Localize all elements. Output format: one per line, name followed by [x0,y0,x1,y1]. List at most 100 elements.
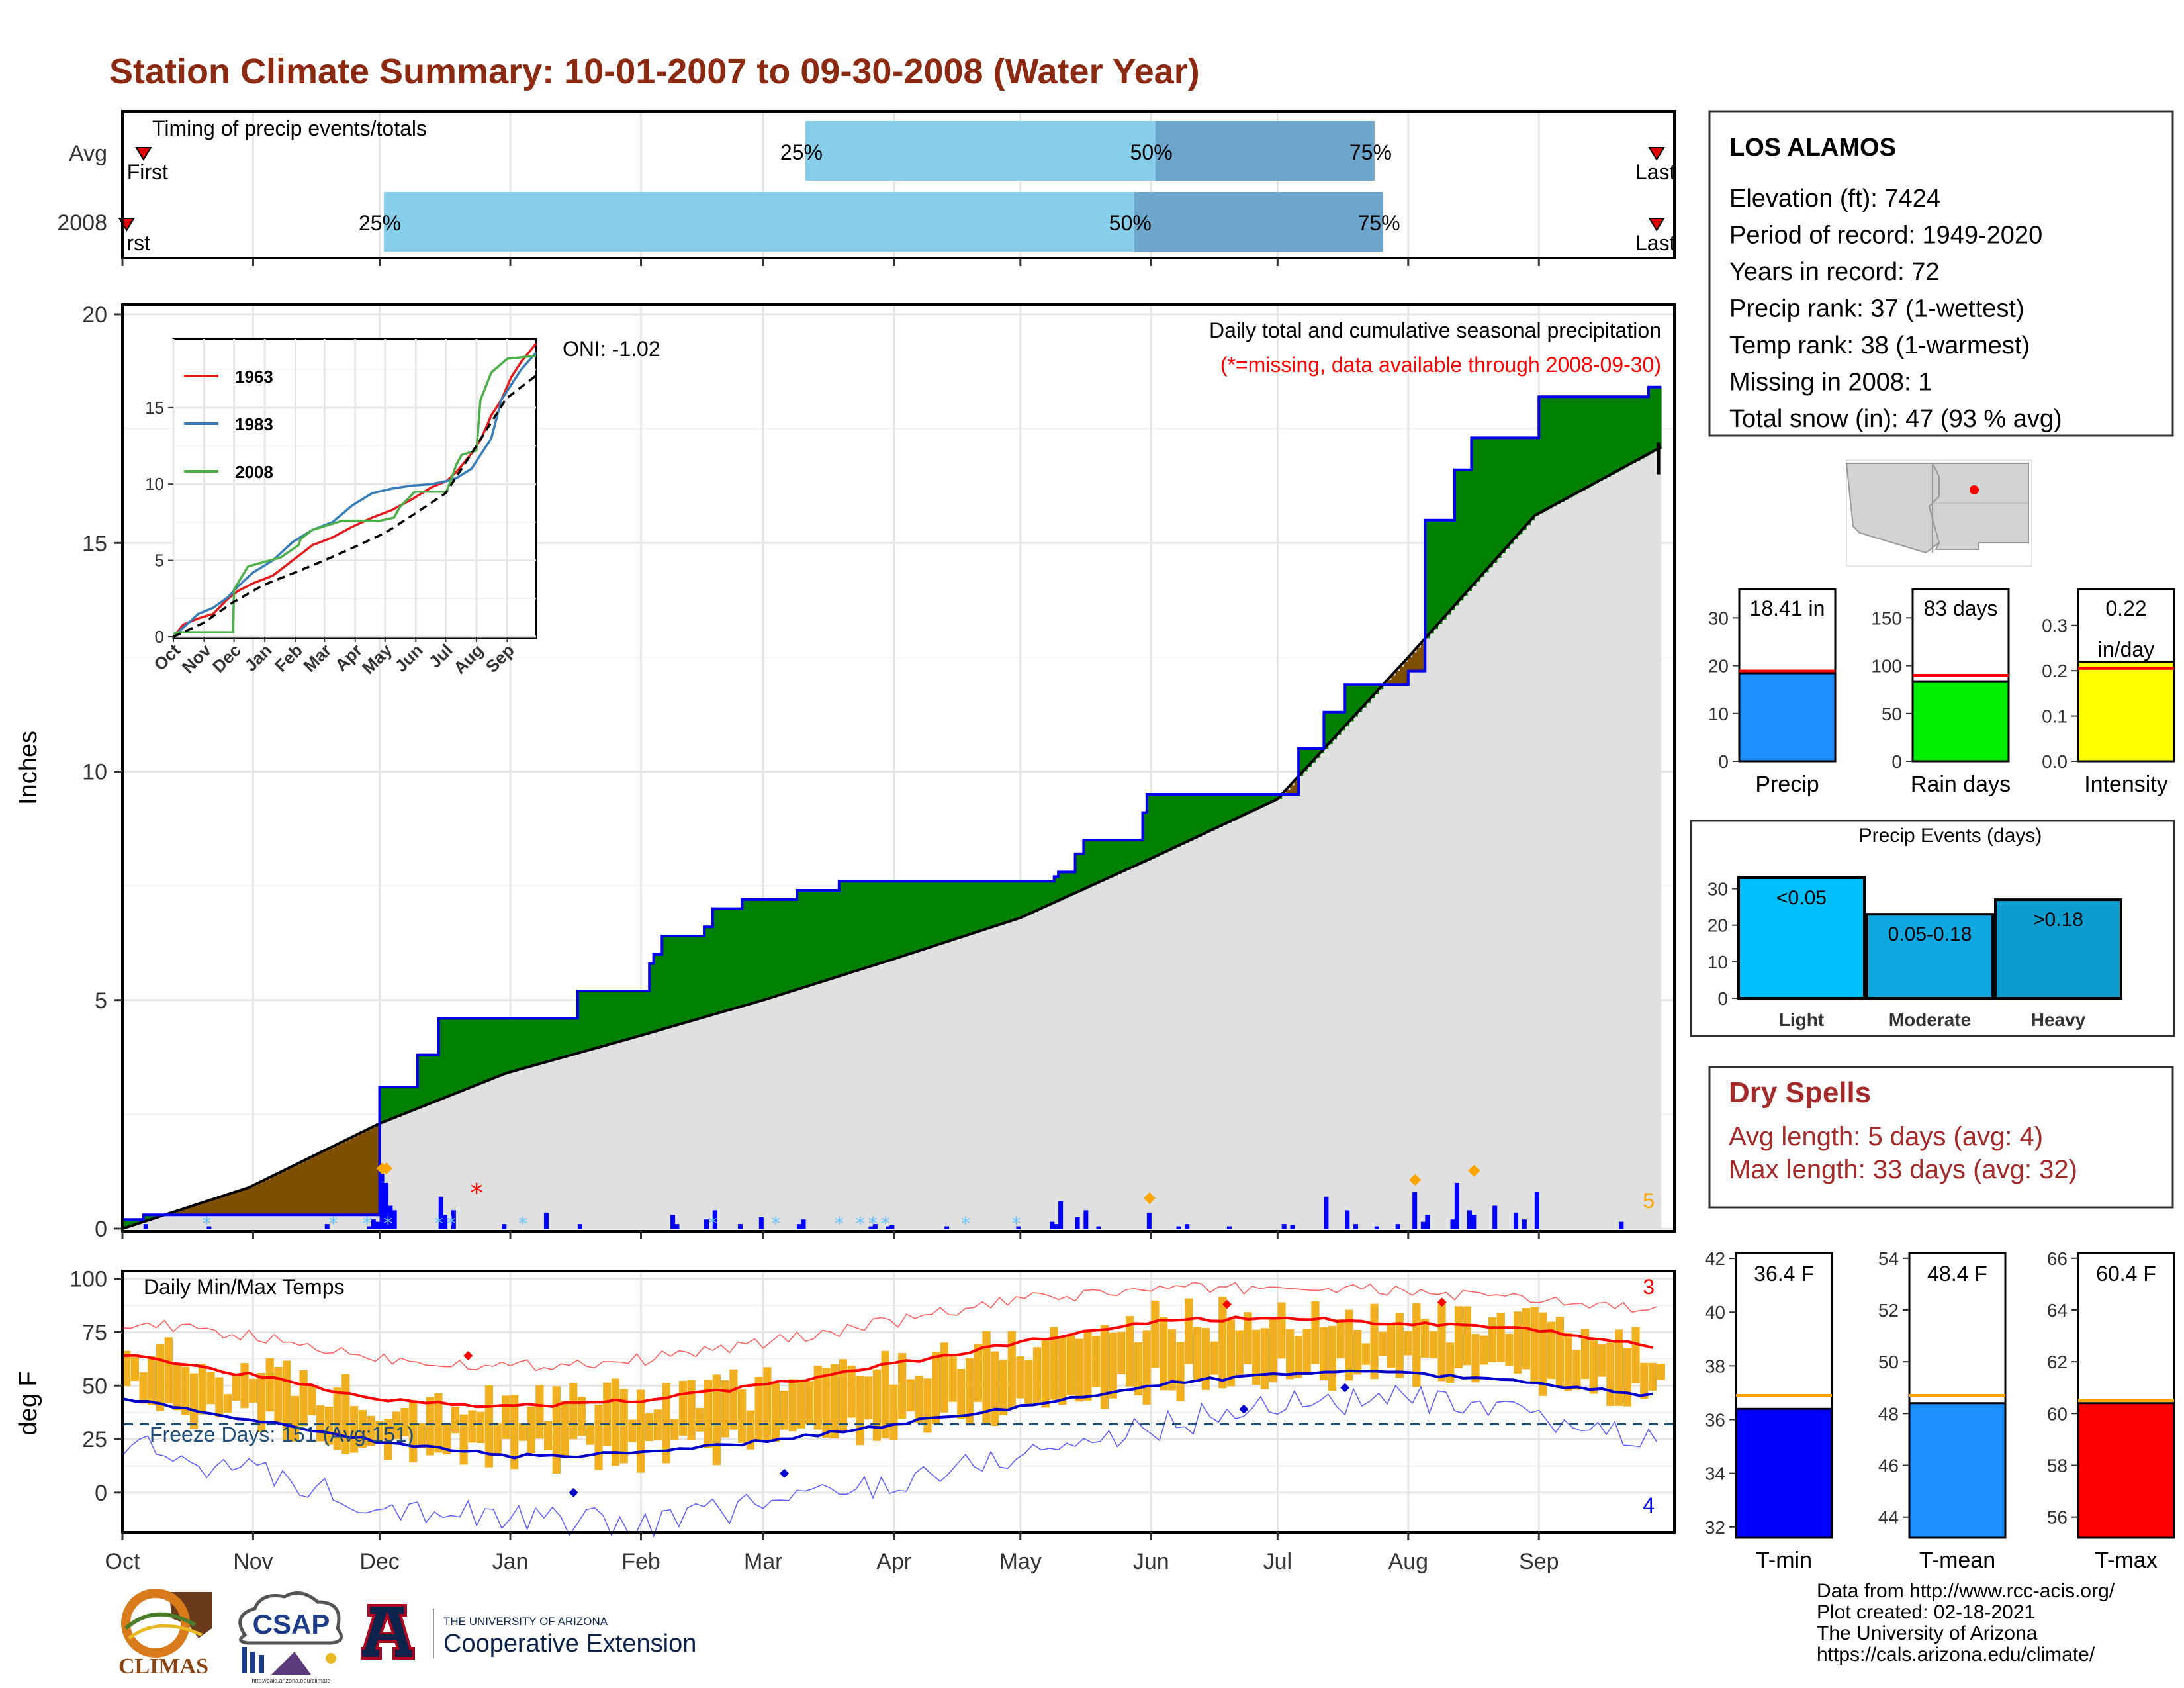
temp-summary-value: 60.4 F [2096,1262,2156,1286]
daily-temp-bar [1066,1335,1075,1396]
above-avg-fill [1500,438,1506,553]
above-avg-fill [649,963,655,1033]
daily-temp-bar [645,1413,654,1442]
ua-a-icon [359,1604,415,1660]
above-avg-fill [1256,794,1261,809]
below-avg-fill [177,1211,182,1215]
events-bar-value: <0.05 [1776,887,1827,909]
below-avg-fill [206,1201,212,1215]
daily-temp-bar [763,1367,772,1441]
daily-temp-bar [1075,1338,1083,1402]
daily-temp-bar [383,1419,392,1460]
above-avg-fill [1003,881,1009,923]
daily-temp-bar [957,1368,966,1419]
below-avg-fill [194,1205,199,1215]
above-avg-fill [1357,684,1363,712]
daily-temp-bar [1016,1356,1024,1399]
daily-temp-bar [417,1423,426,1449]
daily-temp-bar [1117,1331,1126,1374]
daily-precip-bar [797,1224,802,1229]
csap-text: CSAP [253,1609,330,1640]
above-avg-fill [1142,812,1148,863]
above-avg-fill [619,990,625,1042]
daily-temp-bar [940,1342,948,1413]
daily-temp-bar [1185,1298,1193,1364]
timing-p50-label: 50% [1109,211,1152,235]
above-avg-fill [927,881,933,949]
daily-temp-bar [1361,1343,1370,1365]
above-avg-fill [831,890,836,979]
below-avg-fill [257,1183,262,1215]
below-avg-fill [1286,790,1291,795]
above-avg-fill [1096,840,1101,884]
temp-ytick-label: 50 [82,1374,107,1399]
temp-ytick-label: 25 [82,1427,107,1452]
above-avg-fill [1075,853,1080,893]
daily-temp-bar [603,1382,612,1446]
below-avg-fill [349,1138,355,1215]
temp-count-lo: 4 [1643,1493,1655,1517]
timing-row-avg: Avg [69,141,107,166]
inset-ytick-label: 15 [145,398,164,418]
daily-temp-bar [1420,1318,1430,1358]
above-avg-fill [1475,438,1480,582]
dry-spells-box: Dry Spells Avg length: 5 days (avg: 4) M… [1708,1066,2174,1209]
tmin-avg-line [122,1369,1653,1460]
above-avg-fill [126,1219,132,1227]
month-label: Jul [1263,1549,1292,1574]
station-info-line: Temp rank: 38 (1-warmest) [1729,332,2030,359]
above-avg-fill [1467,469,1472,591]
above-avg-fill [603,990,608,1047]
above-avg-fill [1560,397,1565,502]
daily-temp-bar [721,1380,729,1438]
above-avg-fill [1273,794,1278,801]
above-avg-fill [1441,520,1447,620]
above-avg-fill [1092,840,1097,886]
daily-temp-bar [1167,1329,1176,1391]
above-avg-fill [1648,387,1653,454]
daily-temp-bar [932,1352,940,1425]
above-avg-fill [721,908,726,1013]
above-avg-fill [1580,397,1586,491]
daily-temp-bar [881,1350,889,1438]
below-avg-fill [249,1187,254,1215]
above-avg-fill [1657,387,1662,449]
above-avg-fill [1109,840,1114,878]
above-avg-fill [1201,794,1206,835]
above-avg-fill [527,1018,532,1068]
timing-first-marker [135,147,152,161]
above-avg-fill [1349,684,1354,722]
footer-line: Data from http://www.rcc-acis.org/ [1817,1580,2115,1602]
above-avg-fill [1206,794,1211,833]
above-avg-fill [404,1086,410,1113]
above-avg-fill [1117,840,1122,874]
timing-p25-label: 25% [780,140,823,164]
above-avg-fill [687,936,692,1022]
daily-temp-bar [1463,1306,1471,1366]
below-avg-fill [1395,671,1400,685]
above-avg-fill [1037,881,1042,910]
above-avg-fill [480,1018,486,1084]
daily-temp-bar [974,1344,982,1402]
daily-precip-bar [1450,1219,1455,1229]
daily-temp-bar [1109,1333,1117,1399]
daily-precip-bar [1345,1210,1350,1229]
daily-precip-bar [889,1225,895,1229]
above-avg-fill [535,1018,541,1065]
snow-marker: * [328,1213,338,1235]
daily-temp-bar [1126,1316,1134,1387]
daily-temp-bar [1514,1311,1522,1374]
above-avg-fill [1083,840,1089,890]
above-avg-fill [1594,397,1599,484]
above-avg-fill [751,899,756,1004]
temp-summary-bar [2077,1402,2175,1539]
precip-events-box: Precip Events (days) 0 10 20 30 <0.05 Light 0.… [1690,820,2175,1037]
temp-summary-ytick-label: 48 [1878,1403,1899,1424]
above-avg-fill [1226,794,1232,823]
inset-line-1963 [172,342,537,638]
daily-temp-bar [1092,1336,1101,1388]
below-avg-fill [375,1125,381,1215]
above-avg-fill [1071,872,1076,895]
temp-summary-bar [1908,1402,2007,1539]
daily-temp-bar [1555,1317,1564,1389]
